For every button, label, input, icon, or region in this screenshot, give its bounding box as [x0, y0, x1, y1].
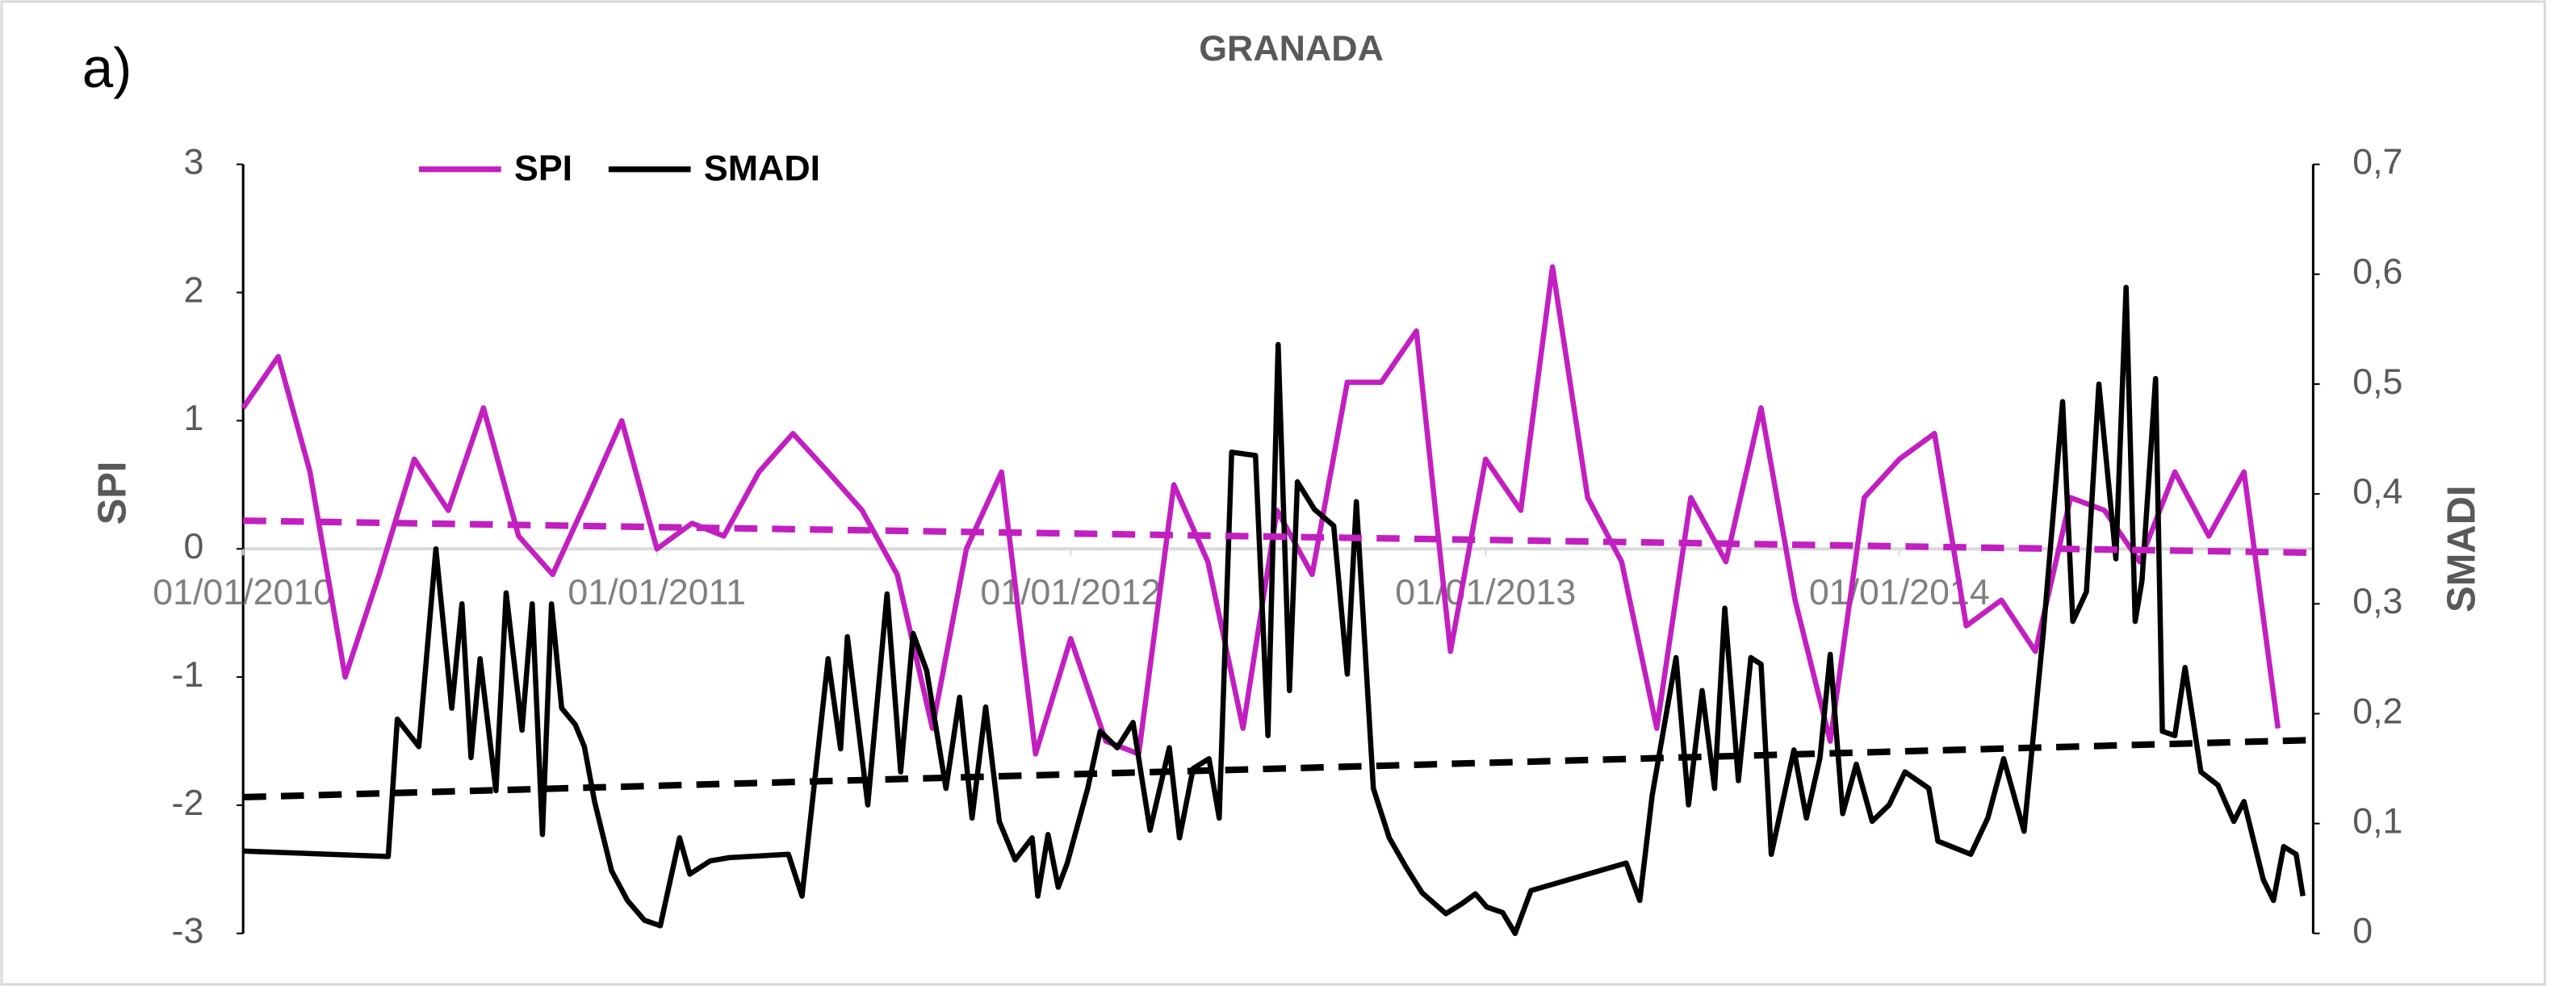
y2-tick-label: 0,4	[2352, 471, 2402, 512]
y-tick-label: -1	[172, 654, 204, 695]
x-tick-label: 01/01/2013	[1395, 572, 1576, 612]
y2-tick-label: 0,6	[2352, 252, 2402, 292]
y-tick-label: 0	[183, 526, 203, 566]
y2-tick-label: 0,5	[2352, 361, 2402, 402]
y2-tick-label: 0,3	[2352, 581, 2402, 621]
y2-tick-label: 0,7	[2352, 141, 2402, 182]
series-line	[243, 284, 2306, 937]
x-tick-label: 01/01/2011	[568, 572, 746, 612]
y-tick-label: 2	[183, 269, 203, 310]
trend-line	[243, 737, 2313, 801]
trend-line	[243, 517, 2313, 557]
y-tick-label: -3	[172, 911, 204, 951]
chart-title: GRANADA	[1199, 28, 1384, 69]
series-line	[241, 264, 2281, 757]
x-tick-label: 01/01/2012	[980, 572, 1161, 612]
y-axis-title: SPI	[90, 462, 134, 525]
y-tick-label: 3	[183, 141, 203, 182]
y2-tick-label: 0,1	[2352, 800, 2402, 841]
y2-tick-label: 0	[2352, 911, 2373, 951]
x-tick-label: 01/01/2010	[153, 572, 333, 612]
y2-tick-label: 0,2	[2352, 691, 2402, 731]
y-tick-label: -2	[172, 783, 204, 823]
legend-label: SPI	[514, 148, 572, 189]
y-tick-label: 1	[183, 398, 203, 438]
legend-label: SMADI	[704, 148, 820, 189]
panel-label: a)	[82, 36, 132, 99]
y2-axis-title: SMADI	[2440, 485, 2484, 612]
